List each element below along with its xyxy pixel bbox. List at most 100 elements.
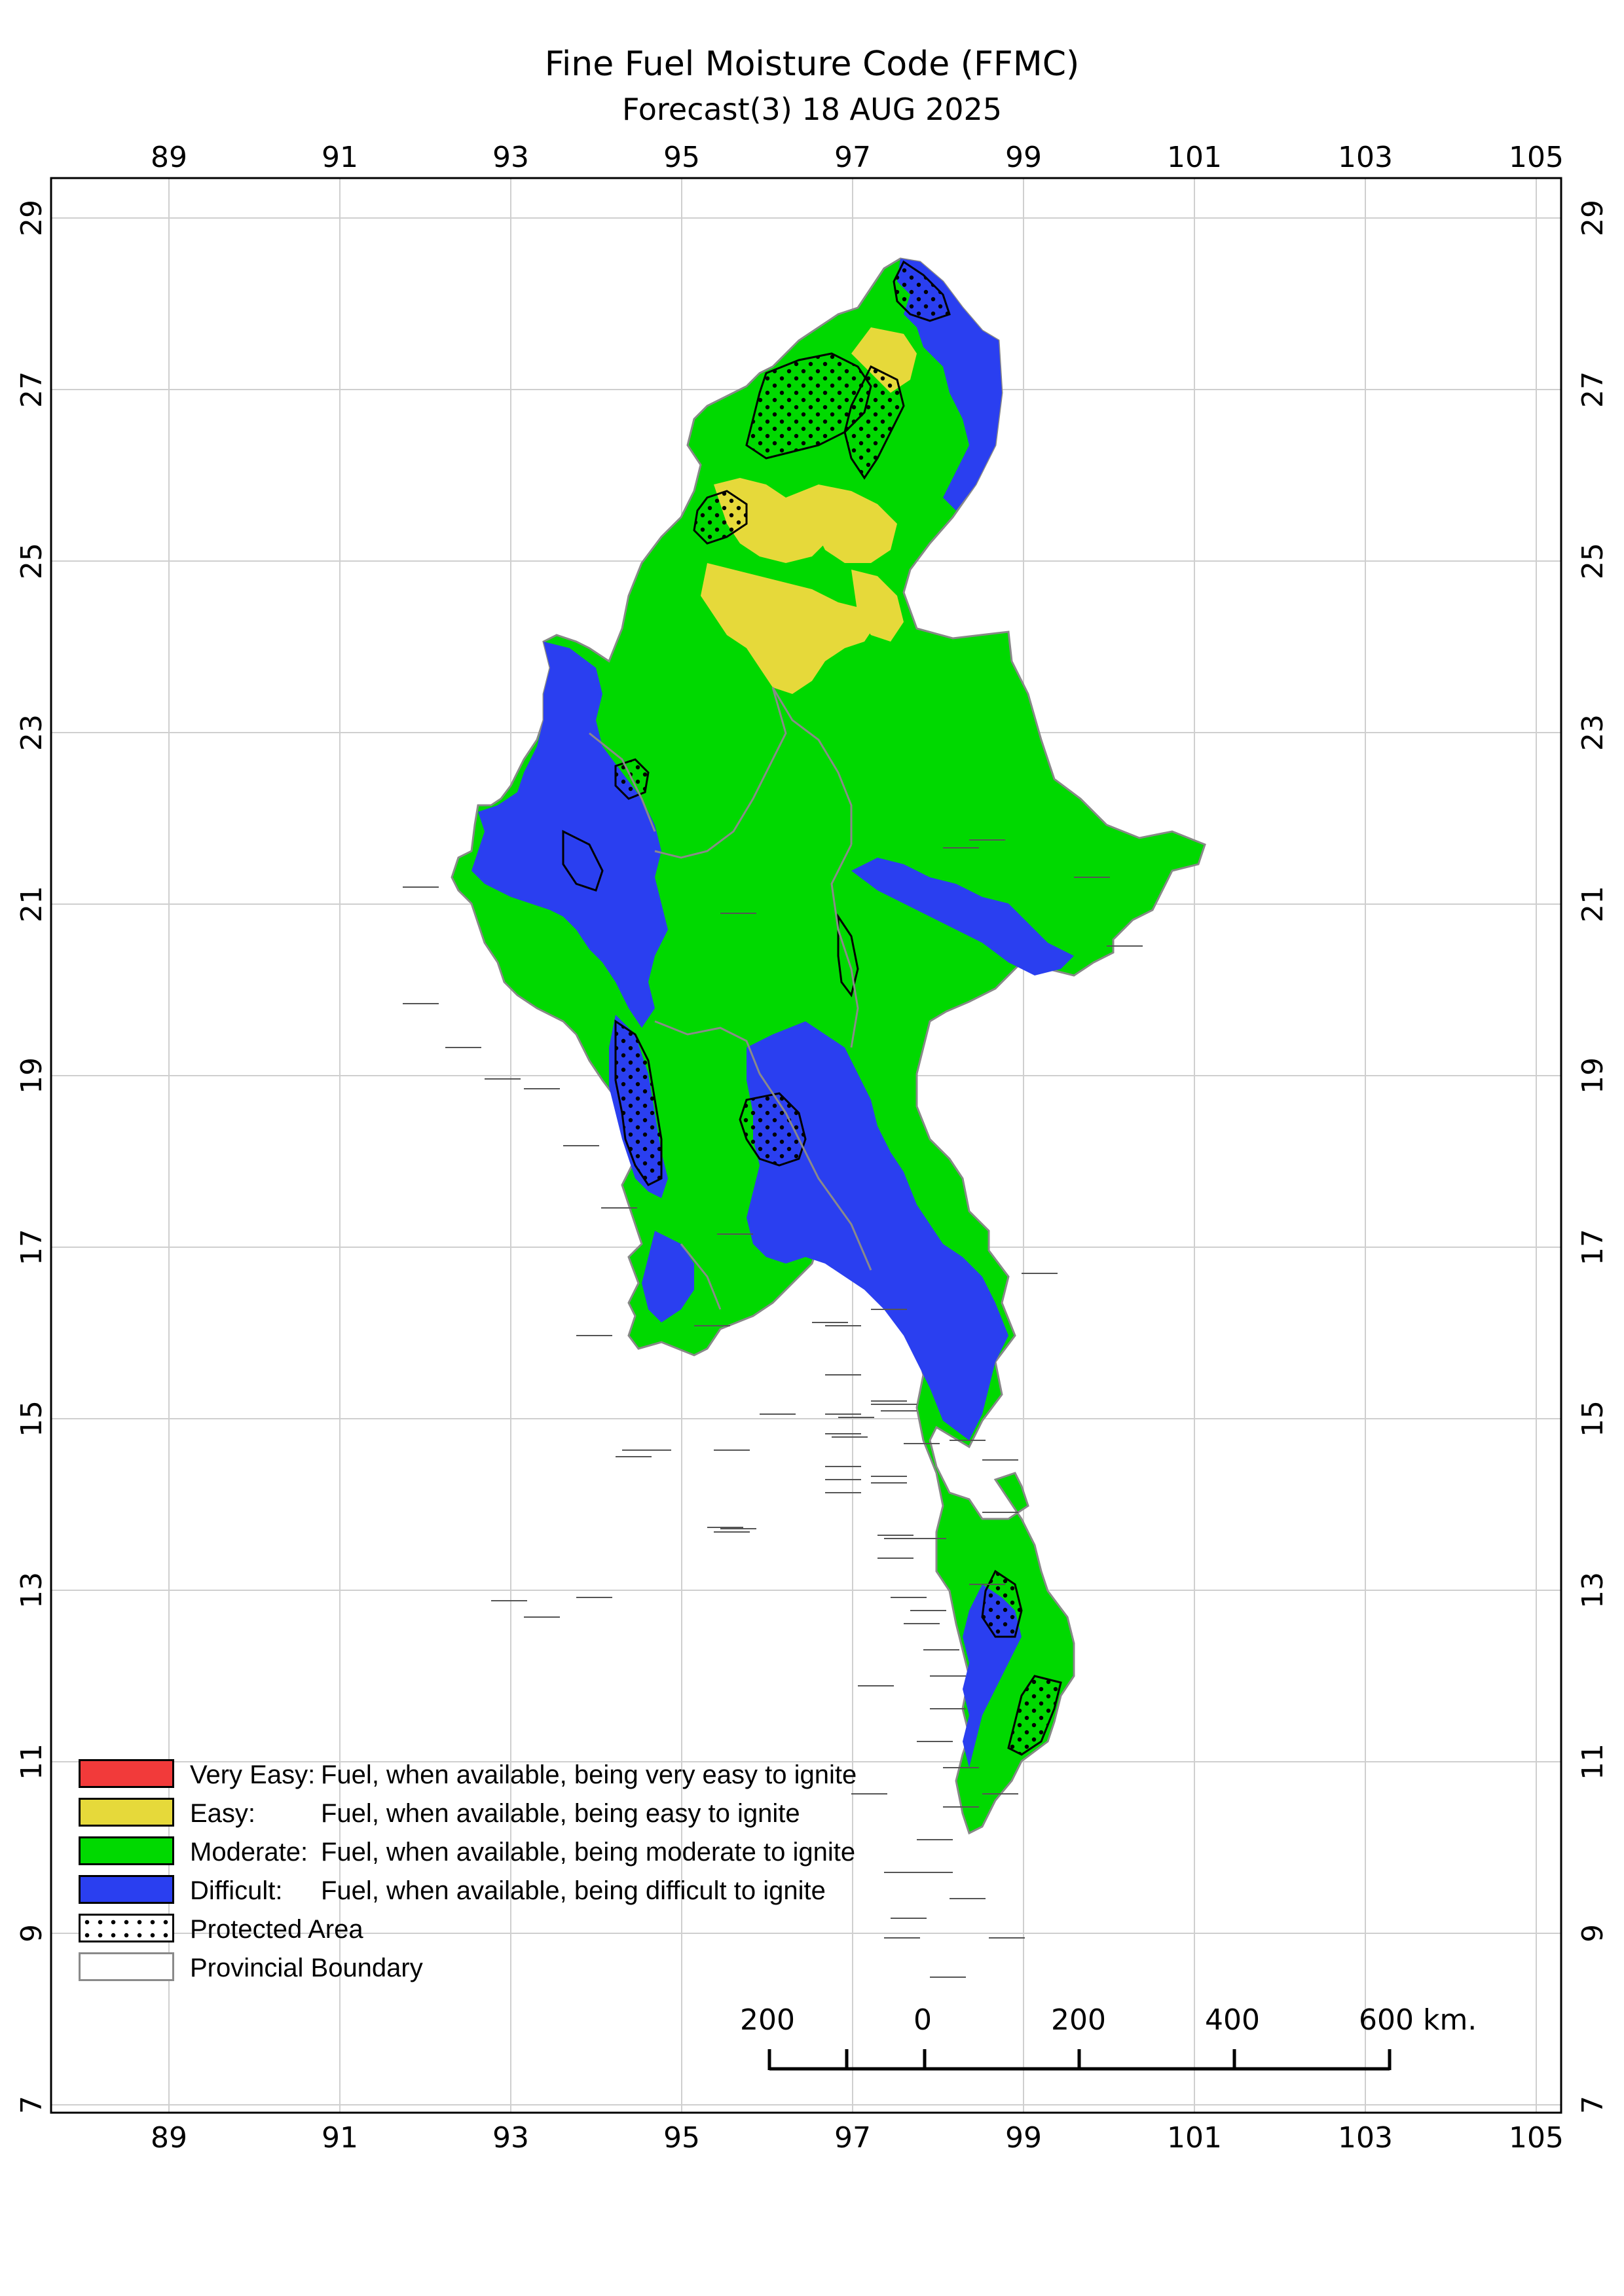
legend-row-difficult: Difficult: Fuel, when available, being d…	[79, 1874, 930, 1906]
legend-desc: Fuel, when available, being easy to igni…	[321, 1799, 800, 1828]
protected-areas	[562, 260, 1062, 1756]
longitude-tick-label: 99	[1005, 2121, 1042, 2155]
longitude-tick-label: 95	[663, 2121, 700, 2155]
legend-swatch-boundary	[79, 1952, 174, 1981]
offshore-islands	[403, 839, 1143, 1978]
longitude-labels-top: 89 91 93 95 97 99 101 103 105	[151, 141, 1564, 174]
protected-area-bago-yoma	[739, 1092, 807, 1167]
difficult-zone-delta-west	[642, 1231, 694, 1322]
legend-row-very-easy: Very Easy: Fuel, when available, being v…	[79, 1758, 930, 1791]
latitude-tick-label: 17	[1576, 1229, 1610, 1266]
latitude-tick-label: 11	[1576, 1743, 1610, 1780]
longitude-tick-label: 99	[1005, 141, 1042, 174]
scale-label: 200	[1051, 2003, 1106, 2037]
easy-zone-north-3	[786, 484, 897, 563]
latitude-tick-label: 23	[1576, 714, 1610, 751]
map-border	[50, 177, 1562, 2114]
longitude-tick-label: 91	[322, 141, 358, 174]
latitude-tick-label: 13	[1576, 1572, 1610, 1609]
legend-swatch-easy	[79, 1798, 174, 1827]
legend-label: Difficult:	[190, 1876, 283, 1905]
latitude-labels-left: 29 27 25 23 21 19 17 15 13 11 9 7	[15, 200, 48, 2114]
protected-area-hkakaborazi	[893, 260, 951, 322]
protected-area-tanintharyi-1	[981, 1569, 1023, 1638]
latitude-tick-label: 19	[15, 1057, 48, 1094]
protected-area-minor	[837, 913, 859, 998]
longitude-tick-label: 105	[1509, 141, 1564, 174]
legend-label: Protected Area	[190, 1915, 363, 1944]
longitude-tick-label: 93	[492, 141, 529, 174]
longitude-labels-bottom: 89 91 93 95 97 99 101 103 105	[151, 2121, 1564, 2155]
legend-label: Easy:	[190, 1799, 256, 1828]
scale-label: 200	[740, 2003, 795, 2037]
difficult-zone-east	[851, 858, 1074, 975]
longitude-tick-label: 97	[834, 2121, 871, 2155]
longitude-tick-label: 89	[151, 141, 187, 174]
latitude-tick-label: 9	[1576, 1924, 1610, 1942]
longitude-tick-label: 105	[1509, 2121, 1564, 2155]
legend-swatch-moderate	[79, 1836, 174, 1865]
easy-zone-kachin-east	[851, 570, 904, 642]
longitude-tick-label: 93	[492, 2121, 529, 2155]
legend-row-easy: Easy: Fuel, when available, being easy t…	[79, 1796, 930, 1829]
scale-label: 0	[913, 2003, 932, 2037]
protected-area-tanintharyi-2	[1007, 1675, 1062, 1756]
latitude-tick-label: 27	[15, 371, 48, 408]
easy-zones	[701, 327, 917, 694]
scale-bar-graphic	[767, 2049, 1392, 2071]
latitude-tick-label: 13	[15, 1572, 48, 1609]
map-subtitle: Forecast(3) 18 AUG 2025	[621, 92, 1003, 127]
latitude-tick-label: 21	[1576, 886, 1610, 922]
easy-zone-north-2	[714, 478, 825, 563]
legend-label: Moderate:	[190, 1838, 308, 1867]
legend-desc: Fuel, when available, being difficult to…	[321, 1876, 826, 1905]
longitude-tick-label: 89	[151, 2121, 187, 2155]
longitude-tick-label: 103	[1338, 141, 1393, 174]
latitude-tick-label: 21	[15, 886, 48, 922]
map-title: Fine Fuel Moisture Code (FFMC)	[544, 45, 1080, 84]
latitude-tick-label: 15	[15, 1400, 48, 1437]
easy-zone-kachin	[701, 563, 877, 694]
difficult-zone-central	[747, 1021, 1008, 1440]
latitude-tick-label: 25	[15, 543, 48, 579]
scale-label: 400	[1205, 2003, 1260, 2037]
latitude-tick-label: 19	[1576, 1057, 1610, 1094]
latitude-tick-label: 7	[15, 2096, 48, 2114]
latitude-tick-label: 29	[1576, 200, 1610, 236]
difficult-zone-far-north	[897, 259, 1002, 511]
longitude-tick-label: 95	[663, 141, 700, 174]
latitude-tick-label: 23	[15, 714, 48, 751]
protected-area-rakhine-yoma	[614, 1019, 663, 1186]
legend-desc: Fuel, when available, being moderate to …	[321, 1838, 856, 1867]
protected-area-indawgyi	[693, 490, 748, 545]
longitude-tick-label: 101	[1167, 2121, 1222, 2155]
legend-swatch-very-easy	[79, 1759, 174, 1788]
legend-row-boundary: Provincial Boundary	[79, 1951, 930, 1984]
latitude-tick-label: 9	[15, 1924, 48, 1942]
legend-row-protected: Protected Area	[79, 1912, 930, 1945]
protected-area-hkakabo-2	[843, 365, 905, 480]
protected-area-minor-2	[562, 829, 604, 892]
latitude-tick-label: 29	[15, 200, 48, 236]
longitude-tick-label: 97	[834, 141, 871, 174]
legend-label: Provincial Boundary	[190, 1954, 423, 1982]
latitude-tick-label: 7	[1576, 2096, 1610, 2114]
latitude-tick-label: 25	[1576, 543, 1610, 579]
legend-swatch-protected	[79, 1914, 174, 1942]
legend-desc: Fuel, when available, being very easy to…	[321, 1760, 857, 1789]
longitude-tick-label: 101	[1167, 141, 1222, 174]
legend-label: Very Easy:	[190, 1760, 316, 1789]
latitude-tick-label: 27	[1576, 371, 1610, 408]
legend-swatch-difficult	[79, 1875, 174, 1904]
provincial-boundaries	[589, 687, 872, 1310]
latitude-tick-label: 11	[15, 1743, 48, 1780]
scale-bar: 200 0 200 400 600 km.	[740, 2003, 1526, 2075]
legend-row-moderate: Moderate: Fuel, when available, being mo…	[79, 1835, 930, 1868]
longitude-tick-label: 91	[322, 2121, 358, 2155]
scale-label: 600 km.	[1359, 2003, 1477, 2037]
latitude-tick-label: 15	[1576, 1400, 1610, 1437]
longitude-tick-label: 103	[1338, 2121, 1393, 2155]
latitude-tick-label: 17	[15, 1229, 48, 1266]
latitude-labels-right: 29 27 25 23 21 19 17 15 13 11 9 7	[1576, 200, 1610, 2114]
